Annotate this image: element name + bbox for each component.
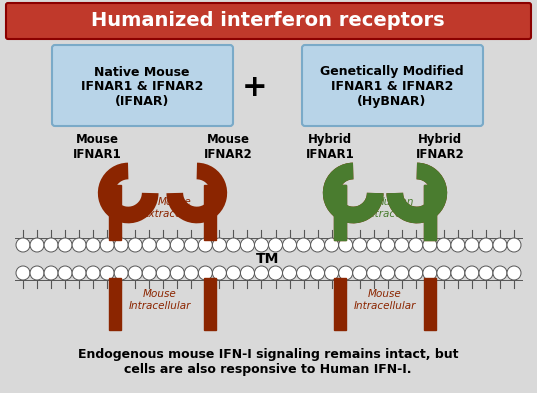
Circle shape (465, 238, 479, 252)
Circle shape (156, 238, 170, 252)
Circle shape (339, 266, 353, 280)
Bar (334, 278, 346, 330)
Circle shape (58, 238, 72, 252)
Circle shape (72, 266, 86, 280)
Circle shape (409, 266, 423, 280)
Circle shape (507, 238, 521, 252)
FancyBboxPatch shape (52, 45, 233, 126)
Circle shape (128, 238, 142, 252)
Circle shape (30, 266, 44, 280)
Circle shape (282, 238, 296, 252)
Bar (424, 185, 436, 240)
Circle shape (86, 266, 100, 280)
Circle shape (227, 238, 241, 252)
Text: Endogenous mouse IFN-I signaling remains intact, but
cells are also responsive t: Endogenous mouse IFN-I signaling remains… (78, 348, 458, 376)
Circle shape (170, 238, 184, 252)
Text: TM: TM (256, 252, 280, 266)
Bar (334, 185, 346, 240)
Circle shape (255, 266, 268, 280)
Circle shape (493, 266, 507, 280)
Circle shape (128, 266, 142, 280)
Bar (109, 185, 121, 240)
Circle shape (353, 266, 367, 280)
Text: Humanized interferon receptors: Humanized interferon receptors (91, 11, 445, 31)
Circle shape (156, 266, 170, 280)
Circle shape (30, 238, 44, 252)
Circle shape (423, 238, 437, 252)
Circle shape (227, 266, 241, 280)
Circle shape (367, 238, 381, 252)
Circle shape (100, 238, 114, 252)
Circle shape (268, 266, 282, 280)
Circle shape (367, 266, 381, 280)
Circle shape (255, 238, 268, 252)
Text: Native Mouse
IFNAR1 & IFNAR2
(IFNAR): Native Mouse IFNAR1 & IFNAR2 (IFNAR) (81, 66, 203, 108)
Circle shape (198, 238, 212, 252)
Bar (204, 185, 216, 240)
Circle shape (423, 266, 437, 280)
Circle shape (409, 238, 423, 252)
Circle shape (44, 238, 58, 252)
Circle shape (241, 238, 255, 252)
Circle shape (395, 238, 409, 252)
Text: Mouse
Intracellular: Mouse Intracellular (354, 289, 416, 311)
Circle shape (325, 266, 339, 280)
Circle shape (184, 266, 198, 280)
Circle shape (142, 238, 156, 252)
Text: Mouse
IFNAR2: Mouse IFNAR2 (204, 133, 252, 161)
Circle shape (44, 266, 58, 280)
Circle shape (493, 238, 507, 252)
Bar (334, 185, 346, 240)
Circle shape (268, 238, 282, 252)
Circle shape (437, 266, 451, 280)
Circle shape (170, 266, 184, 280)
Circle shape (479, 238, 493, 252)
Circle shape (184, 238, 198, 252)
Circle shape (114, 238, 128, 252)
Circle shape (100, 266, 114, 280)
Circle shape (310, 266, 324, 280)
Circle shape (507, 266, 521, 280)
Circle shape (213, 238, 227, 252)
Text: Human
Extracellular: Human Extracellular (362, 197, 427, 219)
Circle shape (381, 238, 395, 252)
Circle shape (86, 238, 100, 252)
Circle shape (58, 266, 72, 280)
FancyBboxPatch shape (6, 3, 531, 39)
Circle shape (451, 238, 465, 252)
Text: Mouse
IFNAR1: Mouse IFNAR1 (72, 133, 121, 161)
Circle shape (437, 238, 451, 252)
Circle shape (465, 266, 479, 280)
Text: Hybrid
IFNAR1: Hybrid IFNAR1 (306, 133, 354, 161)
Circle shape (16, 238, 30, 252)
Circle shape (241, 266, 255, 280)
FancyBboxPatch shape (302, 45, 483, 126)
Circle shape (198, 266, 212, 280)
Circle shape (310, 238, 324, 252)
Circle shape (282, 266, 296, 280)
Circle shape (325, 238, 339, 252)
Circle shape (479, 266, 493, 280)
Circle shape (381, 266, 395, 280)
Circle shape (296, 266, 310, 280)
Circle shape (395, 266, 409, 280)
Circle shape (451, 266, 465, 280)
Text: Genetically Modified
IFNAR1 & IFNAR2
(HyBNAR): Genetically Modified IFNAR1 & IFNAR2 (Hy… (320, 66, 464, 108)
Circle shape (353, 238, 367, 252)
Bar (109, 278, 121, 330)
Circle shape (213, 266, 227, 280)
Circle shape (16, 266, 30, 280)
Circle shape (339, 238, 353, 252)
Text: Hybrid
IFNAR2: Hybrid IFNAR2 (416, 133, 465, 161)
Circle shape (142, 266, 156, 280)
Circle shape (296, 238, 310, 252)
Text: +: + (242, 72, 268, 101)
Text: Mouse
Intracellular: Mouse Intracellular (129, 289, 191, 311)
Bar (424, 185, 436, 240)
Circle shape (114, 266, 128, 280)
Bar (204, 278, 216, 330)
Text: Mouse
Extracellular: Mouse Extracellular (142, 197, 208, 219)
Circle shape (72, 238, 86, 252)
Bar (424, 278, 436, 330)
